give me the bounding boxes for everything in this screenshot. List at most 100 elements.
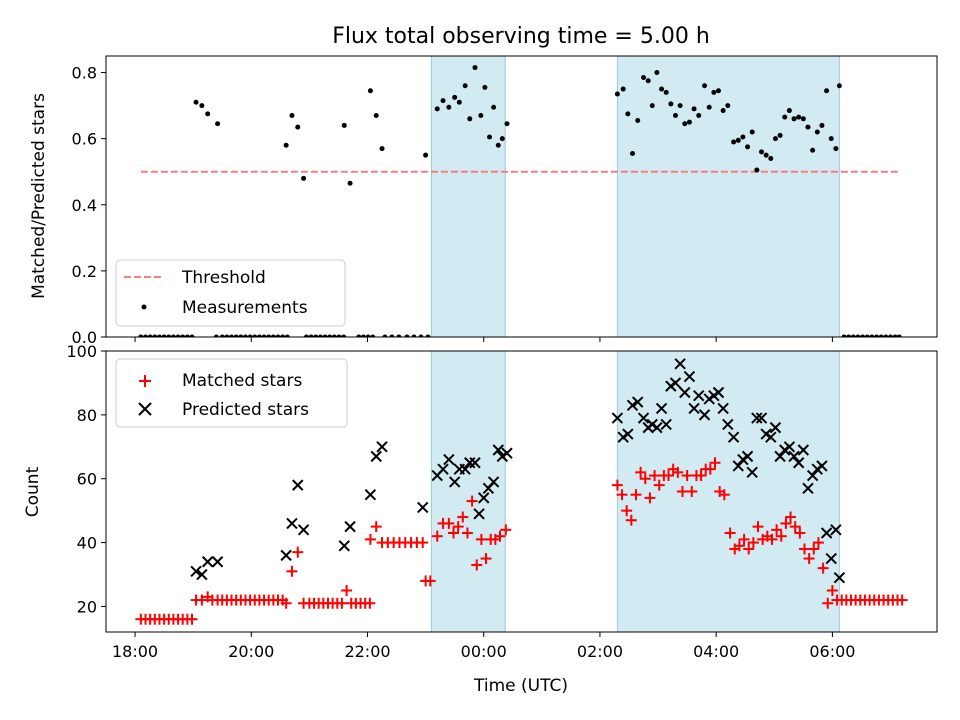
matched-stars-point xyxy=(644,492,656,504)
measurements-point xyxy=(796,114,802,120)
measurements-point xyxy=(641,74,647,80)
measurements-point xyxy=(161,334,167,337)
y-tick-label: 0.2 xyxy=(72,262,97,281)
predicted-stars-point xyxy=(473,508,485,520)
measurements-point xyxy=(411,334,417,337)
matched-stars-point xyxy=(500,524,512,536)
measurements-point xyxy=(308,334,314,337)
matched-stars-point xyxy=(766,533,778,545)
predicted-stars-point xyxy=(437,463,449,475)
measurements-point xyxy=(791,116,797,122)
measurements-point xyxy=(702,83,708,89)
measurements-point xyxy=(828,136,834,142)
matched-stars-point xyxy=(743,543,755,555)
predicted-stars-point xyxy=(693,389,705,402)
measurements-point xyxy=(365,334,371,337)
measurements-point xyxy=(846,334,852,337)
measurements-point xyxy=(284,334,290,337)
x-tick-label: 04:00 xyxy=(693,642,739,661)
matched-stars-point xyxy=(336,597,348,609)
measurements-point xyxy=(143,334,149,337)
measurements-point xyxy=(242,334,248,337)
measurements-point xyxy=(645,78,651,84)
axes-frame xyxy=(105,350,938,633)
predicted-stars-point xyxy=(746,466,758,479)
measurements-point xyxy=(327,334,333,337)
measurements-point xyxy=(247,334,253,337)
measurements-point xyxy=(696,113,702,119)
top-y-axis-label: Matched/Predicted stars xyxy=(29,93,49,299)
y-tick-label: 0.0 xyxy=(72,328,97,347)
measurements-point xyxy=(487,134,493,140)
predicted-stars-point xyxy=(698,409,711,421)
measurements-point xyxy=(373,113,379,119)
measurements-point xyxy=(745,144,751,150)
predicted-stars-point xyxy=(830,524,842,536)
measurements-point xyxy=(367,88,373,94)
y-tick-label: 0.6 xyxy=(72,130,97,149)
predicted-stars-point xyxy=(741,450,754,463)
predicted-stars-point xyxy=(464,457,476,469)
measurements-point xyxy=(256,334,262,337)
measurements-point xyxy=(389,334,395,337)
predicted-stars-point xyxy=(448,476,461,488)
predicted-stars-legend-label: Predicted stars xyxy=(182,400,309,420)
measurements-point xyxy=(205,111,211,117)
measurements-point xyxy=(472,65,478,71)
measurements-point xyxy=(341,334,347,337)
x-tick-label: 00:00 xyxy=(461,642,507,661)
x-tick-label: 20:00 xyxy=(228,642,274,661)
matched-stars-point xyxy=(799,543,811,555)
predicted-stars-point xyxy=(712,386,725,399)
matched-stars-point xyxy=(635,466,647,478)
measurements-point xyxy=(283,142,289,148)
predicted-stars-point xyxy=(669,377,682,389)
measurements-point xyxy=(336,334,342,337)
plot-area xyxy=(138,56,902,337)
measurements-point xyxy=(147,334,153,337)
matched-stars-point xyxy=(639,473,651,485)
matched-stars-point xyxy=(747,537,759,549)
measurements-point xyxy=(682,121,688,127)
predicted-stars-point xyxy=(797,444,810,456)
measurements-point xyxy=(491,104,497,110)
measurements-point xyxy=(874,334,880,337)
matched-stars-point xyxy=(752,521,764,533)
measurements-point xyxy=(869,334,875,337)
y-tick-label: 60 xyxy=(77,470,97,489)
measurements-point xyxy=(213,334,219,337)
y-tick-label: 40 xyxy=(77,534,97,553)
y-tick-label: 0.8 xyxy=(72,64,97,83)
measurements-point xyxy=(883,334,889,337)
predicted-stars-point xyxy=(196,568,208,581)
measurements-point xyxy=(189,334,195,337)
predicted-stars-point xyxy=(679,386,691,399)
predicted-stars-point xyxy=(344,520,356,533)
predicted-stars-point xyxy=(280,549,292,562)
matched-stars-point xyxy=(724,527,736,539)
measurements-point xyxy=(280,334,286,337)
measurements-point xyxy=(763,152,769,158)
measurements-point xyxy=(382,334,388,337)
measurements-point xyxy=(740,134,746,140)
matched-stars-point xyxy=(364,533,376,545)
measurements-point xyxy=(759,149,765,155)
predicted-stars-legend-swatch xyxy=(138,402,152,416)
measurements-point xyxy=(331,334,337,337)
matched-stars-point xyxy=(709,457,721,469)
matched-stars-point xyxy=(280,597,292,609)
matched-stars-point xyxy=(653,479,665,491)
measurements-point xyxy=(663,89,669,95)
predicted-stars-point xyxy=(376,441,388,453)
measurements-point xyxy=(275,334,281,337)
measurements-point xyxy=(456,99,462,105)
measurements-point xyxy=(224,334,230,337)
x-tick-label: 22:00 xyxy=(344,642,390,661)
measurements-point xyxy=(289,113,295,119)
measurements-point xyxy=(841,334,847,337)
matched-stars-point xyxy=(794,527,806,539)
measurements-point xyxy=(322,334,328,337)
measurements-point xyxy=(184,334,190,337)
predicted-stars-point xyxy=(751,412,763,424)
measurements-point xyxy=(735,137,741,143)
